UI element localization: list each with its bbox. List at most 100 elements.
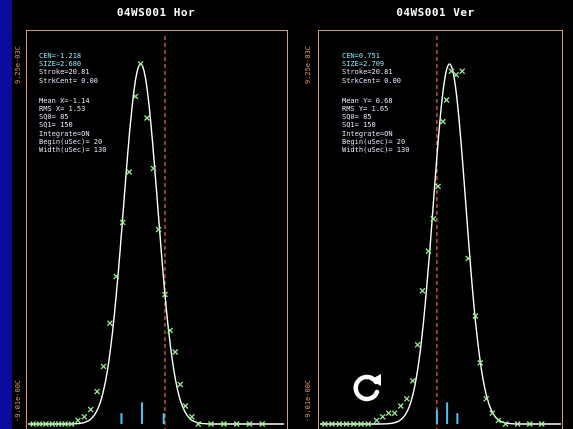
data-point (68, 421, 75, 427)
data-point (350, 421, 357, 427)
stat-begin: Begin(uSec)= 20 (39, 137, 103, 146)
data-point (126, 169, 133, 175)
data-point (42, 421, 49, 427)
data-point (373, 417, 380, 424)
stat-stroke: Stroke=20.81 (342, 68, 393, 77)
data-point (188, 413, 195, 420)
data-point (106, 320, 113, 327)
stat-cen: CEN=0.751 (342, 52, 380, 60)
stat-rms: RMS Y= 1.65 (342, 105, 389, 114)
data-point (465, 255, 472, 262)
stat-cen: CEN=-1.218 (39, 52, 82, 60)
data-point (119, 219, 126, 226)
stat-begin: Begin(uSec)= 20 (342, 137, 406, 146)
data-point (526, 421, 533, 427)
data-point (87, 406, 94, 413)
stat-strkcent: StrkCent= 0.00 (342, 76, 402, 85)
data-point (150, 165, 157, 172)
stat-width: Width(uSec)= 130 (342, 146, 410, 155)
wire-tick (435, 409, 438, 424)
data-point (220, 421, 227, 427)
data-point (30, 421, 37, 427)
data-point (391, 410, 398, 417)
stat-sq1: SQ1= 150 (342, 121, 376, 130)
wire-tick (120, 413, 123, 424)
data-point (259, 421, 266, 427)
stats-block-hor: CEN=-1.218 SIZE=2.680 Stroke=20.81 StrkC… (39, 52, 106, 154)
data-point (132, 93, 139, 100)
stat-mean: Mean X=-1.14 (39, 96, 90, 105)
data-point (358, 421, 364, 427)
stat-sq0: SQ0= 85 (342, 113, 372, 122)
horizontal-profile-panel: 04WS001 Hor 9.25e-03C -9.01e-00C CEN=-1.… (12, 0, 300, 429)
data-point (409, 377, 416, 384)
vertical-profile-panel: 04WS001 Ver 9.25e-03C -9.01e-00C CEN=0.7… (298, 0, 573, 429)
data-point (483, 395, 490, 402)
data-point (495, 417, 502, 424)
data-point (379, 413, 386, 420)
data-point (472, 313, 479, 319)
data-point (435, 183, 442, 190)
data-point (425, 248, 432, 255)
data-point (489, 410, 496, 417)
data-point (36, 421, 43, 427)
stat-size: SIZE=2.680 (39, 60, 82, 69)
stat-width: Width(uSec)= 130 (39, 146, 107, 155)
data-point (448, 68, 455, 75)
stats-block-ver: CEN=0.751 SIZE=2.709 Stroke=20.81 StrkCe… (342, 52, 409, 154)
data-point (453, 71, 460, 78)
data-point (100, 363, 107, 370)
data-point (414, 341, 421, 348)
data-point (246, 421, 253, 427)
plot-frame-hor (26, 30, 288, 429)
data-point (172, 349, 179, 355)
data-point (514, 421, 521, 427)
data-point (74, 417, 81, 424)
wire-tick (140, 402, 143, 424)
data-point (167, 327, 174, 334)
stat-size: SIZE=2.709 (342, 60, 385, 69)
data-point (329, 421, 336, 427)
data-point (137, 61, 144, 67)
stat-sq1: SQ1= 150 (39, 121, 73, 130)
stat-strkcent: StrkCent= 0.00 (39, 76, 99, 85)
refresh-button[interactable] (343, 368, 393, 406)
data-point (459, 68, 466, 75)
data-point (162, 291, 168, 298)
window-border (0, 0, 12, 429)
data-point (336, 421, 343, 427)
data-point (403, 395, 410, 402)
stat-mean: Mean Y= 0.68 (342, 96, 393, 105)
wire-tick (456, 413, 459, 424)
chart-title-ver: 04WS001 Ver (396, 6, 475, 19)
data-point (385, 410, 392, 417)
refresh-icon (353, 374, 381, 402)
stat-stroke: Stroke=20.81 (39, 68, 90, 77)
wire-tick (162, 413, 165, 424)
stat-rms: RMS X= 1.53 (39, 105, 86, 114)
data-point (94, 388, 101, 395)
data-point (397, 403, 404, 409)
data-point (195, 421, 202, 427)
profile-plot-ver (320, 36, 561, 429)
data-point (343, 421, 350, 427)
data-point (62, 421, 69, 427)
data-point (502, 421, 509, 427)
data-point (177, 381, 184, 388)
data-point (113, 273, 120, 280)
stat-integrate: Integrate=ON (342, 129, 393, 138)
data-point (443, 97, 450, 103)
data-point (419, 287, 426, 294)
data-point (477, 359, 484, 366)
data-point (430, 215, 437, 222)
data-point (365, 421, 372, 427)
data-point (81, 413, 88, 420)
data-point (233, 421, 240, 427)
data-point (144, 115, 150, 121)
chart-title-hor: 04WS001 Hor (116, 6, 196, 19)
data-point (208, 421, 214, 427)
stat-integrate: Integrate=ON (39, 129, 90, 138)
plot-frame-ver (318, 30, 563, 429)
data-point (538, 421, 545, 427)
data-point (155, 226, 162, 233)
